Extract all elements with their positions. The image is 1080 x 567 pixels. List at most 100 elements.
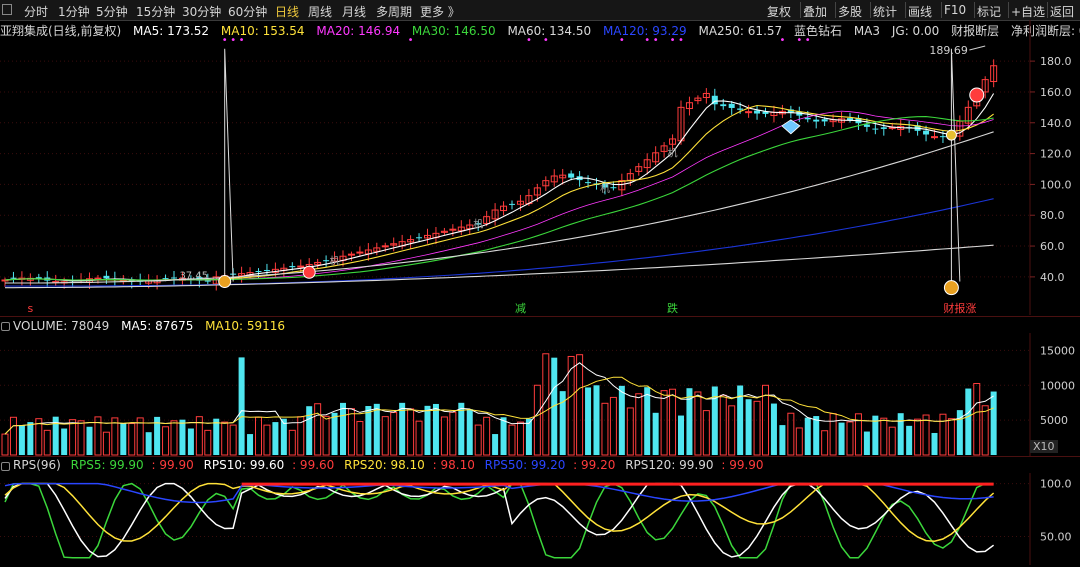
volume-bar xyxy=(154,416,161,455)
period-tab-5[interactable]: 60分钟 xyxy=(228,5,268,19)
price-tick-label: 140.0 xyxy=(1040,117,1072,130)
volume-bar xyxy=(77,420,85,456)
volume-bar xyxy=(322,415,330,456)
panel-toggle-icon[interactable] xyxy=(2,4,12,15)
rps10-value: : 99.60 xyxy=(292,458,335,472)
candle-body xyxy=(103,275,110,279)
toolbar-button-1[interactable]: 叠加 xyxy=(803,5,828,19)
period-tab-0[interactable]: 分时 xyxy=(24,5,49,19)
volume-bar xyxy=(35,418,43,456)
toolbar-separator xyxy=(1047,2,1048,18)
candle-body xyxy=(162,278,169,280)
volume-bar xyxy=(804,417,811,455)
period-tab-10[interactable]: 更多 》 xyxy=(420,5,460,19)
candle-body xyxy=(990,65,998,83)
period-tab-1[interactable]: 1分钟 xyxy=(58,5,90,19)
volume-bar xyxy=(331,412,338,455)
period-tab-7[interactable]: 周线 xyxy=(308,5,333,19)
period-tab-2[interactable]: 5分钟 xyxy=(96,5,128,19)
volume-tick-label: 15000 xyxy=(1040,344,1075,357)
rps-chart[interactable]: 100.0 50.00 xyxy=(0,473,1080,565)
ma3-label: MA3 xyxy=(853,24,881,38)
candle-body xyxy=(323,260,330,262)
candle-body xyxy=(931,136,938,139)
bull-signal-icon xyxy=(218,275,232,289)
toolbar-button-3[interactable]: 统计 xyxy=(873,5,898,19)
period-tab-9[interactable]: 多周期 xyxy=(376,5,413,19)
candle-body xyxy=(314,261,322,265)
toolbar-button-7[interactable]: +自选 xyxy=(1011,5,1046,19)
volume-bar xyxy=(255,416,262,456)
volume-bar xyxy=(1,433,9,456)
volume-scale-badge: X10 xyxy=(1030,440,1058,453)
volume-bar xyxy=(390,412,398,456)
candle-body xyxy=(347,253,355,256)
candle-body xyxy=(440,230,448,233)
candle-body xyxy=(737,108,744,110)
period-tab-3[interactable]: 15分钟 xyxy=(136,5,176,19)
volume-bar xyxy=(458,402,465,455)
volume-bar xyxy=(711,386,718,455)
candle-body xyxy=(356,251,364,254)
volume-bar xyxy=(990,391,997,455)
toolbar-separator xyxy=(1008,2,1009,18)
red-ball-icon xyxy=(302,265,316,279)
high-price-pointer xyxy=(969,45,986,51)
volume-title: VOLUME: 78049 xyxy=(13,319,110,333)
volume-bar xyxy=(120,423,127,455)
signal-dot: • xyxy=(796,35,802,46)
volume-bar xyxy=(567,355,575,456)
toolbar-button-6[interactable]: 标记 xyxy=(977,5,1002,19)
candle-body xyxy=(652,152,660,163)
volume-pane-toggle-icon[interactable] xyxy=(1,322,10,331)
blue-diamond-icon xyxy=(781,119,801,135)
volume-chart[interactable]: 15000 10000 5000 xyxy=(0,333,1080,457)
candle-body xyxy=(821,119,828,122)
volume-ma10-label: MA10: 59116 xyxy=(205,319,286,333)
signal-dot: • xyxy=(779,35,785,46)
volume-bar xyxy=(585,387,592,455)
volume-bar xyxy=(128,423,136,456)
volume-bar xyxy=(551,357,558,455)
candle-body xyxy=(457,226,465,232)
rps120-value: : 99.90 xyxy=(721,458,764,472)
period-tab-4[interactable]: 30分钟 xyxy=(182,5,222,19)
volume-bar xyxy=(906,425,913,455)
candle-body xyxy=(568,173,575,178)
volume-bar xyxy=(18,425,25,455)
volume-bar xyxy=(795,427,803,456)
period-tab-6[interactable]: 日线 xyxy=(275,5,300,19)
candle-body xyxy=(416,237,423,239)
toolbar-button-5[interactable]: F10 xyxy=(944,3,967,17)
rps-pane-toggle-icon[interactable] xyxy=(1,462,10,471)
ma5-label: MA5: 173.52 xyxy=(133,24,210,38)
toolbar-separator xyxy=(941,2,942,18)
sell-signal-label: 减 xyxy=(515,302,526,315)
period-tab-8[interactable]: 月线 xyxy=(342,5,367,19)
volume-ma10-line xyxy=(4,376,994,435)
volume-bar xyxy=(306,406,313,455)
volume-bar xyxy=(483,416,491,456)
volume-bar xyxy=(533,384,541,456)
candle-body xyxy=(238,273,246,277)
volume-bar xyxy=(745,399,752,455)
volume-bar xyxy=(829,413,837,456)
volume-bar xyxy=(644,387,651,455)
candle-body xyxy=(939,136,946,138)
candle-body xyxy=(381,245,389,248)
candle-body xyxy=(880,127,887,129)
candle-body xyxy=(923,130,930,135)
candle-body xyxy=(847,118,853,121)
toolbar-button-0[interactable]: 复权 xyxy=(767,5,792,19)
ma250-line xyxy=(5,244,994,289)
candle-body xyxy=(787,109,794,113)
toolbar-button-4[interactable]: 画线 xyxy=(908,5,933,19)
candle-body xyxy=(694,97,702,102)
volume-bar xyxy=(838,422,845,455)
toolbar-separator xyxy=(905,2,906,18)
candle-body xyxy=(711,95,718,105)
toolbar-button-2[interactable]: 多股 xyxy=(838,5,863,19)
toolbar-button-8[interactable]: 返回 xyxy=(1050,5,1075,19)
candle-body xyxy=(475,223,482,225)
